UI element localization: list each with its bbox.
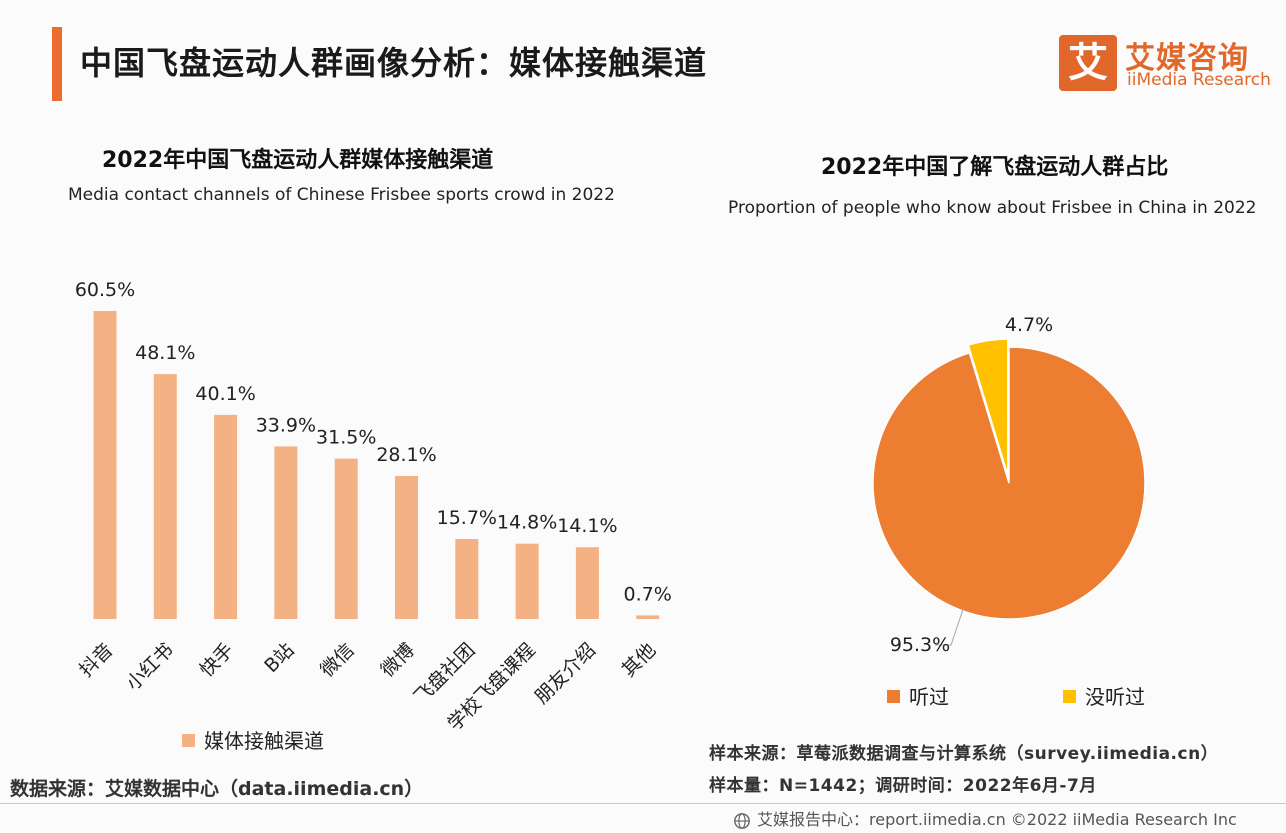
sample-source-note: 样本来源：草莓派数据调查与计算系统（survey.iimedia.cn） [709,744,1219,764]
bar-value-label: 28.1% [376,444,436,466]
pie-legend-label-not-heard: 没听过 [1085,685,1145,709]
bar-1 [153,374,177,619]
data-source-note: 数据来源：艾媒数据中心（data.iimedia.cn） [10,778,424,800]
bar-value-label: 0.7% [624,583,672,605]
page-title: 中国飞盘运动人群画像分析：媒体接触渠道 [80,44,708,82]
pie-legend-item-not-heard: 没听过 [1063,681,1145,710]
bar-legend-label: 媒体接触渠道 [204,729,324,753]
footer: 艾媒报告中心：report.iimedia.cn ©2022 iiMedia R… [733,806,1237,830]
pie-chart-subtitle: Proportion of people who know about Fris… [728,198,1257,218]
bar-value-label: 14.1% [557,515,617,537]
pie-leader-line [935,606,965,646]
sample-size-note: 样本量：N=1442；调研时间：2022年6月-7月 [709,776,1097,796]
bar-5 [395,475,418,619]
logo-cn-text: 艾媒咨询 [1125,41,1249,76]
bar-value-label: 48.1% [135,342,195,364]
bar-chart-title: 2022年中国飞盘运动人群媒体接触渠道 [102,148,494,173]
bar-value-label: 31.5% [316,427,376,449]
bar-8 [575,547,599,619]
bar-value-label: 40.1% [195,383,255,405]
bar-value-label: 15.7% [437,507,497,529]
brand-logo: 艾 艾媒咨询 iiMedia Research [1059,35,1271,95]
bar-chart: 60.5%抖音48.1%小红书40.1%快手33.9%B站31.5%微信28.1… [75,279,672,735]
pie-legend-item-heard: 听过 [887,681,949,710]
pie-slice-1 [967,338,1009,476]
logo-mark: 艾 [1059,35,1117,91]
footer-divider [0,803,1286,804]
bar-4 [334,458,358,619]
bar-value-label: 33.9% [256,414,316,436]
pie-legend-swatch-not-heard [1063,690,1076,703]
footer-text: 艾媒报告中心：report.iimedia.cn ©2022 iiMedia R… [757,810,1237,829]
bar-legend-swatch [182,734,195,747]
bar-2 [214,414,238,619]
pie-legend-swatch-heard [887,690,900,703]
pie-slice-0 [872,346,1146,620]
pie-chart-title: 2022年中国了解飞盘运动人群占比 [821,155,1169,180]
bar-value-label: 14.8% [497,512,557,534]
bar-0 [93,311,117,619]
pie-value-label: 95.3% [890,634,950,656]
bar-3 [274,446,298,619]
title-accent-bar [52,27,62,101]
bar-chart-subtitle: Media contact channels of Chinese Frisbe… [68,185,615,205]
bar-value-label: 60.5% [75,279,135,301]
globe-icon [734,812,750,829]
logo-en-text: iiMedia Research [1127,70,1271,90]
bar-9 [636,615,660,619]
bar-7 [515,543,539,619]
pie-legend-label-heard: 听过 [909,685,949,709]
pie-chart: 95.3% 4.7% [872,314,1146,656]
pie-value-label: 4.7% [1005,314,1053,336]
bar-legend-item: 媒体接触渠道 [182,725,324,754]
bar-6 [455,539,479,619]
